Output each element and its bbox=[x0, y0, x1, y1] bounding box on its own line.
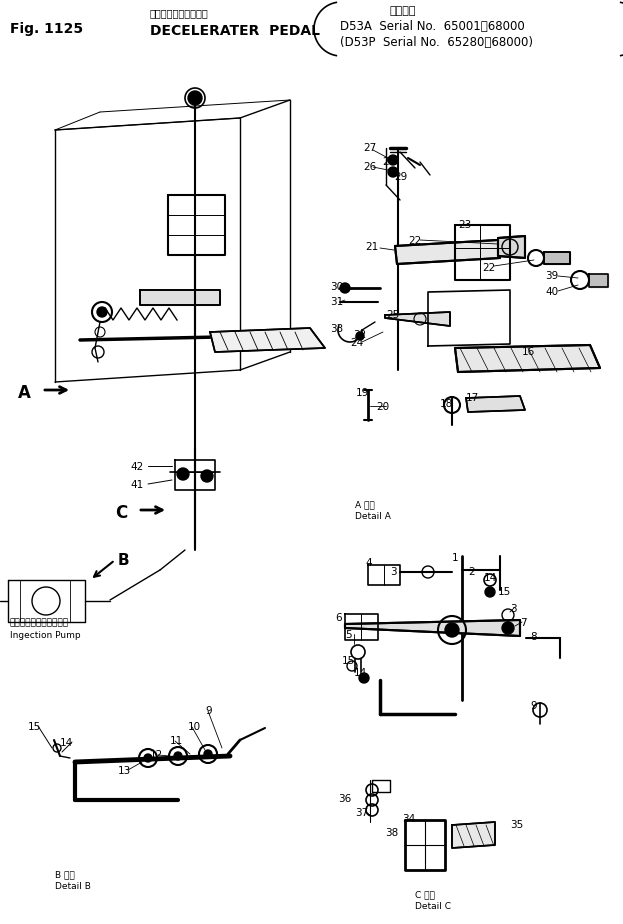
Text: 9: 9 bbox=[530, 701, 536, 711]
Text: 13: 13 bbox=[118, 766, 131, 776]
Text: 14: 14 bbox=[484, 573, 497, 583]
Text: 15: 15 bbox=[28, 722, 41, 732]
Text: C 詳細: C 詳細 bbox=[415, 890, 435, 899]
Text: 34: 34 bbox=[402, 814, 416, 824]
Polygon shape bbox=[466, 396, 525, 412]
Circle shape bbox=[188, 91, 202, 105]
Text: 28: 28 bbox=[382, 157, 395, 167]
Text: 6: 6 bbox=[335, 613, 341, 623]
Circle shape bbox=[445, 623, 459, 637]
Polygon shape bbox=[395, 240, 500, 264]
Text: 20: 20 bbox=[376, 402, 389, 412]
Text: 26: 26 bbox=[363, 162, 376, 172]
Text: デセラレータ　ペダル: デセラレータ ペダル bbox=[150, 8, 209, 18]
Text: 27: 27 bbox=[363, 143, 376, 153]
Text: 22: 22 bbox=[408, 236, 421, 246]
Text: Detail C: Detail C bbox=[415, 902, 451, 911]
Text: 15: 15 bbox=[498, 587, 511, 597]
Text: Ingection Pump: Ingection Pump bbox=[10, 631, 80, 640]
Polygon shape bbox=[498, 236, 525, 258]
Text: 14: 14 bbox=[354, 668, 367, 678]
Text: 9: 9 bbox=[205, 706, 212, 716]
Text: 32: 32 bbox=[353, 330, 366, 340]
Text: 41: 41 bbox=[130, 480, 143, 490]
Text: 7: 7 bbox=[520, 618, 526, 628]
Text: Detail A: Detail A bbox=[355, 512, 391, 521]
Polygon shape bbox=[140, 290, 220, 305]
Text: A: A bbox=[18, 384, 31, 402]
Text: 33: 33 bbox=[330, 324, 343, 334]
Text: 3: 3 bbox=[510, 604, 516, 614]
Circle shape bbox=[485, 587, 495, 597]
Polygon shape bbox=[210, 328, 325, 352]
Text: 5: 5 bbox=[345, 630, 351, 640]
Text: 39: 39 bbox=[545, 271, 558, 281]
Text: 適用号機: 適用号機 bbox=[390, 6, 417, 16]
Text: 24: 24 bbox=[350, 338, 363, 348]
Text: 2: 2 bbox=[468, 567, 475, 577]
Text: 19: 19 bbox=[356, 388, 369, 398]
Text: B 詳細: B 詳細 bbox=[55, 870, 75, 879]
Circle shape bbox=[340, 283, 350, 293]
Circle shape bbox=[359, 673, 369, 683]
Text: インジェクションポンプ: インジェクションポンプ bbox=[10, 618, 69, 627]
Text: 8: 8 bbox=[530, 632, 536, 642]
Text: 18: 18 bbox=[440, 399, 454, 409]
Text: 21: 21 bbox=[365, 242, 378, 252]
Text: 40: 40 bbox=[545, 287, 558, 297]
Polygon shape bbox=[345, 620, 520, 636]
Text: C: C bbox=[115, 504, 127, 522]
Text: 14: 14 bbox=[60, 738, 74, 748]
Text: 37: 37 bbox=[355, 808, 368, 818]
Text: 42: 42 bbox=[130, 462, 143, 472]
Text: 15: 15 bbox=[342, 656, 355, 666]
Circle shape bbox=[388, 155, 398, 165]
Circle shape bbox=[356, 332, 364, 340]
Circle shape bbox=[177, 468, 189, 480]
Polygon shape bbox=[385, 312, 450, 326]
Text: 36: 36 bbox=[338, 794, 351, 804]
Text: 16: 16 bbox=[522, 347, 535, 357]
Text: 12: 12 bbox=[150, 750, 163, 760]
Circle shape bbox=[388, 167, 398, 177]
Text: 25: 25 bbox=[386, 310, 399, 320]
Text: 29: 29 bbox=[394, 172, 407, 182]
Text: 22: 22 bbox=[482, 263, 495, 273]
Text: B: B bbox=[118, 553, 130, 568]
Circle shape bbox=[144, 754, 152, 762]
Text: DECELERATER  PEDAL: DECELERATER PEDAL bbox=[150, 24, 320, 38]
Circle shape bbox=[201, 470, 213, 482]
Text: 3: 3 bbox=[390, 567, 397, 577]
Polygon shape bbox=[589, 274, 608, 287]
Circle shape bbox=[204, 750, 212, 758]
Text: (D53P  Serial No.  65280～68000): (D53P Serial No. 65280～68000) bbox=[340, 36, 533, 49]
Text: 35: 35 bbox=[510, 820, 523, 830]
Text: Detail B: Detail B bbox=[55, 882, 91, 891]
Text: 1: 1 bbox=[452, 553, 459, 563]
Polygon shape bbox=[452, 822, 495, 848]
Text: D53A  Serial No.  65001～68000: D53A Serial No. 65001～68000 bbox=[340, 20, 525, 33]
Text: 31: 31 bbox=[330, 297, 343, 307]
Text: 4: 4 bbox=[365, 558, 372, 568]
Circle shape bbox=[174, 752, 182, 760]
Text: 11: 11 bbox=[170, 736, 183, 746]
Text: A 詳細: A 詳細 bbox=[355, 500, 375, 509]
Circle shape bbox=[502, 622, 514, 634]
Polygon shape bbox=[544, 252, 570, 264]
Text: 30: 30 bbox=[330, 282, 343, 292]
Text: 10: 10 bbox=[188, 722, 201, 732]
Text: 23: 23 bbox=[458, 220, 471, 230]
Text: 17: 17 bbox=[466, 393, 479, 403]
Text: Fig. 1125: Fig. 1125 bbox=[10, 22, 83, 36]
Text: 38: 38 bbox=[385, 828, 398, 838]
Polygon shape bbox=[455, 345, 600, 372]
Circle shape bbox=[97, 307, 107, 317]
